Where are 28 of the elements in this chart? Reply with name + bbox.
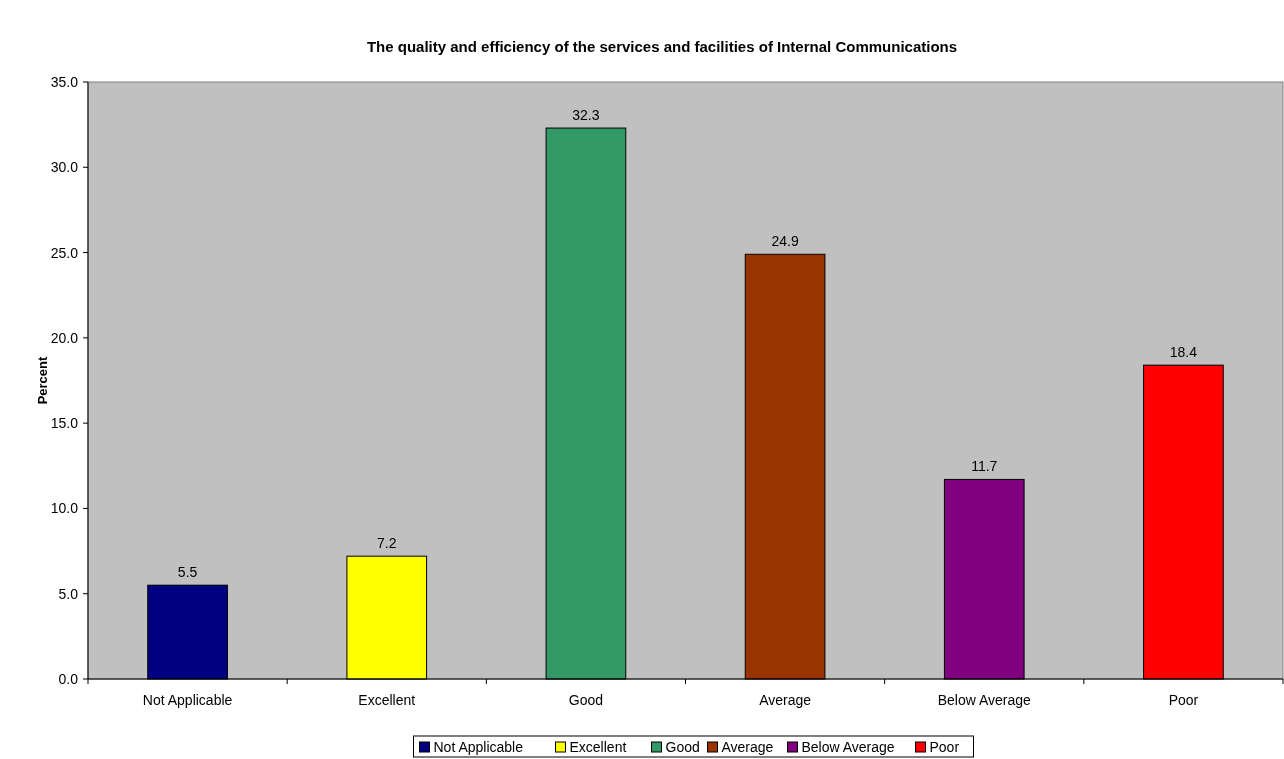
y-tick-label: 35.0 (50, 74, 79, 90)
x-tick-label: Not Applicable (142, 692, 233, 708)
data-label: 11.7 (971, 458, 998, 475)
y-tick-label: 5.0 (58, 585, 79, 602)
legend-label: Excellent (569, 739, 627, 755)
y-tick-label: 25.0 (50, 244, 79, 261)
y-tick-label: 0.0 (58, 671, 79, 687)
y-axis-title: Percent (35, 355, 50, 405)
legend-label: Good (665, 739, 700, 755)
data-label: 32.3 (572, 107, 600, 124)
x-tick-label: Below Average (937, 692, 1032, 708)
chart-title: The quality and efficiency of the services and facilities of Internal Communications (366, 38, 958, 55)
x-tick-label: Average (759, 692, 812, 708)
legend-label: Average (721, 739, 774, 755)
legend-label: Not Applicable (433, 739, 524, 755)
data-label: 24.9 (771, 233, 799, 250)
y-tick-label: 10.0 (50, 500, 79, 517)
data-label: 18.4 (1169, 344, 1198, 361)
x-tick-label: Excellent (358, 692, 416, 708)
legend-label: Below Average (801, 739, 895, 755)
y-tick-label: 20.0 (50, 329, 79, 346)
x-tick-label: Good (568, 692, 604, 708)
x-tick-label: Poor (1168, 692, 1199, 708)
data-label: 5.5 (177, 564, 198, 581)
y-tick-label: 30.0 (50, 159, 79, 176)
legend-label: Poor (929, 739, 960, 755)
data-label: 7.2 (377, 535, 397, 552)
y-tick-label: 15.0 (50, 415, 79, 432)
